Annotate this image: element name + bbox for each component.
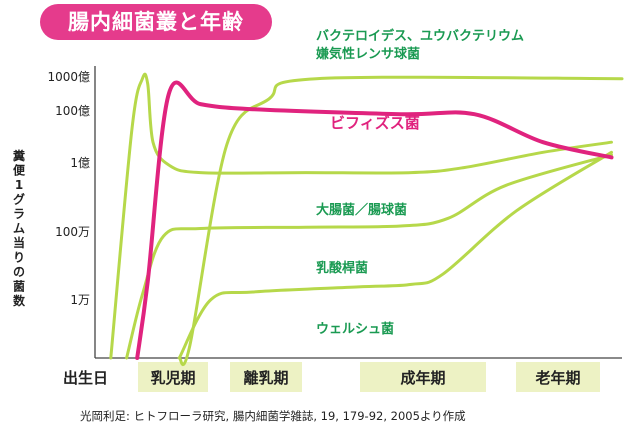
series-line xyxy=(177,150,613,360)
chart-title-badge: 腸内細菌叢と年齢 xyxy=(40,4,272,40)
y-axis-label-char: 糞 xyxy=(12,148,26,163)
x-start-label: 出生日 xyxy=(63,369,108,387)
series-line xyxy=(177,75,624,367)
y-axis-label-char: 便 xyxy=(13,163,26,178)
series-line xyxy=(109,72,613,360)
series-label-line2: 嫌気性レンサ球菌 xyxy=(315,46,420,62)
period-band xyxy=(138,362,208,392)
y-tick-labels: 1000億 100億 1億 100万 1万 xyxy=(47,70,90,307)
y-tick-label: 100万 xyxy=(55,225,90,239)
chart-title: 腸内細菌叢と年齢 xyxy=(68,10,244,34)
period-band xyxy=(230,362,302,392)
series-label: 大腸菌／腸球菌 xyxy=(316,202,407,218)
y-axis-label-char: 菌 xyxy=(13,279,25,294)
period-bands: 乳児期 離乳期 成年期 老年期 xyxy=(138,362,600,392)
y-axis-label-char: ラ xyxy=(13,207,25,221)
y-tick-label: 1億 xyxy=(70,156,90,170)
period-label: 成年期 xyxy=(400,369,445,387)
period-band xyxy=(516,362,600,392)
y-axis-label-char: の xyxy=(13,265,25,279)
series-label: ウェルシュ菌 xyxy=(316,321,394,337)
y-axis-label-char: 1 xyxy=(15,178,23,192)
period-label: 離乳期 xyxy=(243,369,288,387)
series-lines xyxy=(109,72,624,367)
period-band xyxy=(360,362,486,392)
y-axis-label-char: り xyxy=(13,251,25,265)
source-note: 光岡利足: ヒトフローラ研究, 腸内細菌学雑誌, 19, 179-92, 200… xyxy=(80,409,466,423)
y-tick-label: 1000億 xyxy=(47,70,90,84)
y-tick-label: 1万 xyxy=(70,293,90,307)
y-axis-label-char: 当 xyxy=(13,235,25,250)
y-axis-label-char: グ xyxy=(13,192,25,207)
series-label: バクテロイデス、ユウバクテリウム xyxy=(316,28,524,44)
series-label: 乳酸桿菌 xyxy=(316,260,368,276)
series-labels: バクテロイデス、ユウバクテリウム嫌気性レンサ球菌ビフィズス菌大腸菌／腸球菌乳酸桿… xyxy=(315,28,524,337)
axes xyxy=(94,66,622,359)
period-label: 乳児期 xyxy=(150,369,195,387)
y-tick-label: 100億 xyxy=(55,104,90,118)
y-axis-label-char: ム xyxy=(13,222,25,236)
y-axis-label-char: 数 xyxy=(13,293,26,308)
period-label: 老年期 xyxy=(534,369,580,387)
series-label: ビフィズス菌 xyxy=(330,114,420,132)
series-line xyxy=(135,80,614,360)
